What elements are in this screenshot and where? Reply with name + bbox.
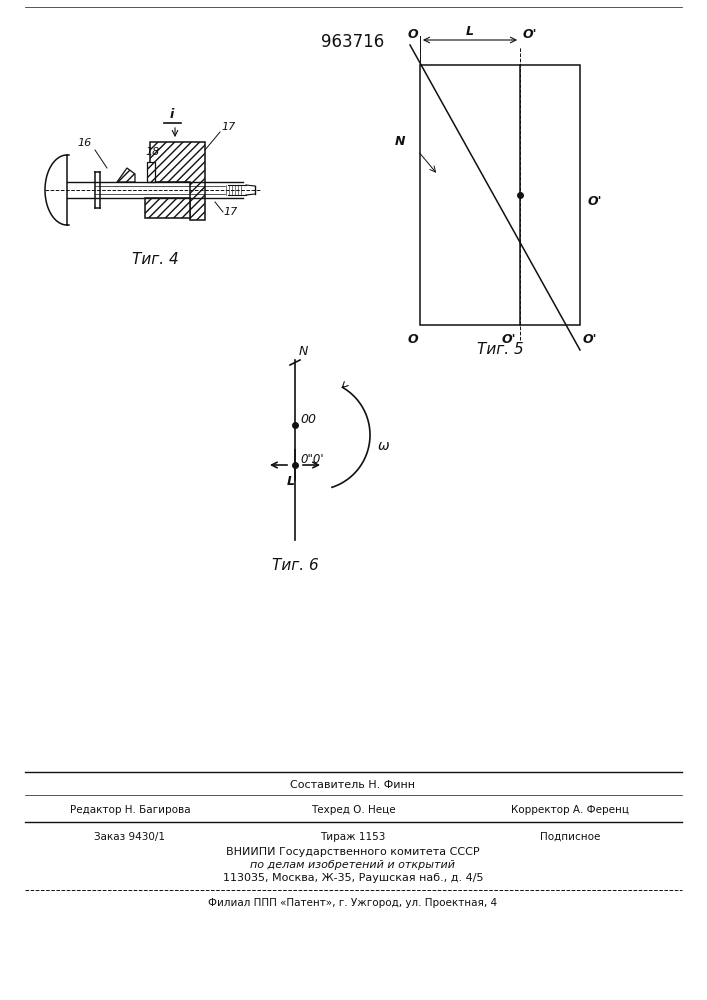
Text: Τиг. 4: Τиг. 4 xyxy=(132,252,178,267)
Text: по делам изобретений и открытий: по делам изобретений и открытий xyxy=(250,860,455,870)
Polygon shape xyxy=(145,198,190,218)
Text: N: N xyxy=(395,135,405,148)
Text: Редактор Н. Багирова: Редактор Н. Багирова xyxy=(70,805,190,815)
Text: L: L xyxy=(287,475,295,488)
Text: O: O xyxy=(407,28,418,41)
Polygon shape xyxy=(147,162,155,182)
Text: 17: 17 xyxy=(221,122,235,132)
Text: 18: 18 xyxy=(145,147,159,157)
Polygon shape xyxy=(117,168,135,182)
Text: O': O' xyxy=(583,333,597,346)
Text: Тираж 1153: Тираж 1153 xyxy=(320,832,386,842)
Text: O: O xyxy=(407,333,418,346)
Text: Техред О. Неце: Техред О. Неце xyxy=(310,805,395,815)
Text: 113035, Москва, Ж-35, Раушская наб., д. 4/5: 113035, Москва, Ж-35, Раушская наб., д. … xyxy=(223,873,484,883)
Text: O': O' xyxy=(523,28,537,41)
Bar xyxy=(420,65,580,325)
Text: L: L xyxy=(466,25,474,38)
Text: O': O' xyxy=(588,195,602,208)
Text: Τиг. 5: Τиг. 5 xyxy=(477,342,523,358)
Text: Составитель Н. Финн: Составитель Н. Финн xyxy=(291,780,416,790)
Text: ВНИИПИ Государственного комитета СССР: ВНИИПИ Государственного комитета СССР xyxy=(226,847,480,857)
Text: Заказ 9430/1: Заказ 9430/1 xyxy=(95,832,165,842)
Text: 963716: 963716 xyxy=(322,33,385,51)
Text: Филиал ППП «Патент», г. Ужгород, ул. Проектная, 4: Филиал ППП «Патент», г. Ужгород, ул. Про… xyxy=(209,898,498,908)
Text: Корректор А. Ференц: Корректор А. Ференц xyxy=(511,805,629,815)
Polygon shape xyxy=(150,142,205,220)
Text: 16: 16 xyxy=(78,138,92,148)
Text: 17: 17 xyxy=(223,207,238,217)
Text: Τиг. 6: Τиг. 6 xyxy=(271,558,318,572)
Text: O': O' xyxy=(501,333,516,346)
Text: ω: ω xyxy=(378,439,390,453)
Text: 0"0': 0"0' xyxy=(300,453,324,466)
Text: Подписное: Подписное xyxy=(540,832,600,842)
Text: 00: 00 xyxy=(300,413,316,426)
Text: N: N xyxy=(299,345,308,358)
Text: i: i xyxy=(170,108,174,121)
